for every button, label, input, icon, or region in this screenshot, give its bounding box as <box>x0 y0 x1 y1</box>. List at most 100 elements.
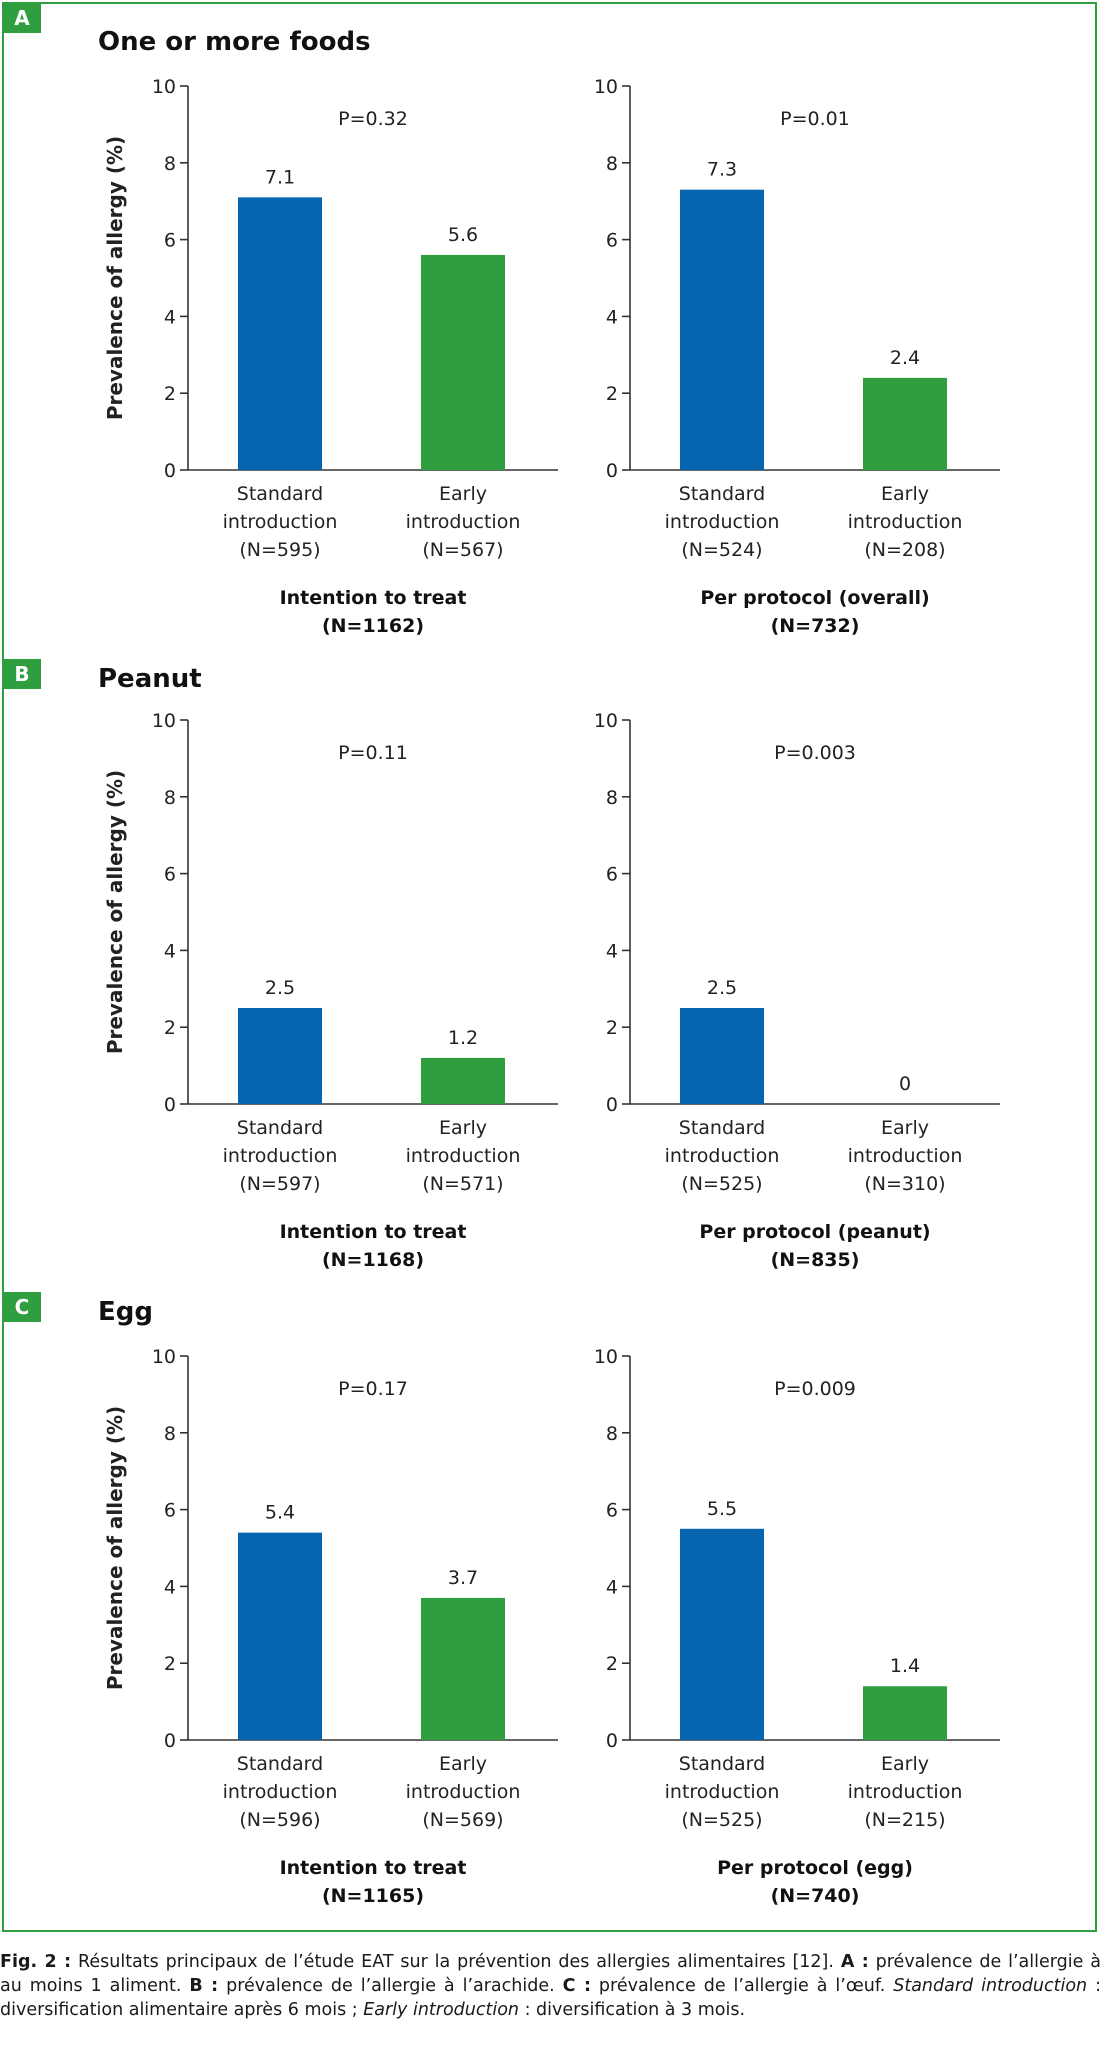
bar-standard <box>680 1008 764 1104</box>
category-label: Standard <box>237 1753 323 1775</box>
category-label: introduction <box>223 511 338 533</box>
y-tick-label: 4 <box>164 940 176 962</box>
y-tick-label: 8 <box>164 153 176 175</box>
category-label: introduction <box>223 1781 338 1803</box>
caption-a-label: A : <box>840 1952 869 1972</box>
bar-value-label: 7.3 <box>707 159 737 181</box>
y-tick-label: 8 <box>606 1423 618 1445</box>
category-label: Standard <box>679 1753 765 1775</box>
category-label: Early <box>881 483 929 505</box>
panel-letter-c: C <box>3 1292 41 1322</box>
category-label: introduction <box>406 1781 521 1803</box>
group-n-label: (N=1165) <box>322 1885 424 1907</box>
category-label: introduction <box>665 511 780 533</box>
y-tick-label: 2 <box>606 1017 618 1039</box>
p-value-label: P=0.17 <box>338 1378 408 1400</box>
caption-early-text: : diversification à 3 mois. <box>519 2000 746 2020</box>
bar-value-label: 1.2 <box>448 1027 478 1049</box>
category-label: introduction <box>848 511 963 533</box>
y-tick-label: 4 <box>606 940 618 962</box>
category-label: introduction <box>406 1145 521 1167</box>
category-label: (N=215) <box>864 1809 945 1831</box>
bar-value-label: 3.7 <box>448 1567 478 1589</box>
category-label: Early <box>881 1117 929 1139</box>
bar-value-label: 1.4 <box>890 1655 920 1677</box>
p-value-label: P=0.11 <box>338 742 408 764</box>
y-tick-label: 6 <box>164 1500 176 1522</box>
bar-early <box>421 254 505 470</box>
bar-early <box>421 1057 505 1104</box>
group-n-label: (N=740) <box>771 1885 860 1907</box>
category-label: (N=569) <box>422 1809 503 1831</box>
bar-early <box>863 377 947 470</box>
group-n-label: (N=1162) <box>322 615 424 637</box>
category-label: (N=596) <box>239 1809 320 1831</box>
bar-value-label: 0 <box>899 1073 911 1095</box>
bar-standard <box>238 1532 322 1740</box>
y-tick-label: 6 <box>164 864 176 886</box>
y-tick-label: 8 <box>606 153 618 175</box>
group-label: Intention to treat <box>280 1221 467 1243</box>
bar-standard <box>238 197 322 471</box>
y-tick-label: 6 <box>606 230 618 252</box>
y-tick-label: 10 <box>152 1346 176 1368</box>
category-label: Standard <box>237 1117 323 1139</box>
category-label: introduction <box>665 1781 780 1803</box>
bar-value-label: 5.6 <box>448 224 478 246</box>
y-tick-label: 10 <box>594 710 618 732</box>
y-tick-label: 0 <box>606 1094 618 1116</box>
category-label: Standard <box>679 1117 765 1139</box>
y-tick-label: 2 <box>606 1653 618 1675</box>
category-label: (N=525) <box>681 1809 762 1831</box>
y-tick-label: 0 <box>606 460 618 482</box>
bar-early <box>421 1597 505 1740</box>
caption-part1: Résultats principaux de l’étude EAT sur … <box>71 1952 841 1972</box>
y-tick-label: 4 <box>164 306 176 328</box>
category-label: Standard <box>237 483 323 505</box>
y-tick-label: 6 <box>606 1500 618 1522</box>
y-tick-label: 10 <box>152 710 176 732</box>
group-label: Per protocol (peanut) <box>699 1221 930 1243</box>
y-tick-label: 8 <box>164 787 176 809</box>
group-label: Per protocol (egg) <box>717 1857 913 1879</box>
panel-title-b: Peanut <box>98 664 202 694</box>
caption-a-text: prévalence de l’allergie à au moins 1 al… <box>0 1952 1101 1996</box>
y-tick-label: 6 <box>606 864 618 886</box>
p-value-label: P=0.003 <box>774 742 856 764</box>
y-tick-label: 6 <box>164 230 176 252</box>
bar-charts: 0 2 4 6 8 10 Prevalence of allergy (%) P=0.32 7.… <box>103 76 1000 1907</box>
y-tick-label: 8 <box>606 787 618 809</box>
figure-frame <box>2 2 1097 1932</box>
y-tick-label: 2 <box>164 383 176 405</box>
bar-standard <box>238 1008 322 1104</box>
panel-title-a: One or more foods <box>98 27 371 57</box>
y-tick-label: 0 <box>164 1094 176 1116</box>
category-label: (N=567) <box>422 539 503 561</box>
panel-letter-b: B <box>3 659 41 689</box>
y-tick-label: 10 <box>594 1346 618 1368</box>
bar-value-label: 7.1 <box>265 166 295 188</box>
bar-value-label: 5.5 <box>707 1498 737 1520</box>
y-tick-label: 2 <box>606 383 618 405</box>
y-tick-label: 2 <box>164 1653 176 1675</box>
y-tick-label: 0 <box>164 460 176 482</box>
y-tick-label: 4 <box>164 1576 176 1598</box>
category-label: Early <box>881 1753 929 1775</box>
category-label: introduction <box>665 1145 780 1167</box>
category-label: introduction <box>848 1781 963 1803</box>
bar-value-label: 2.5 <box>707 977 737 999</box>
bar-value-label: 2.5 <box>265 977 295 999</box>
y-axis-label: Prevalence of allergy (%) <box>103 770 127 1054</box>
caption-b-text: prévalence de l’allergie à l’arachide. <box>218 1976 563 1996</box>
category-label: (N=595) <box>239 539 320 561</box>
p-value-label: P=0.01 <box>780 108 850 130</box>
y-tick-label: 2 <box>164 1017 176 1039</box>
category-label: (N=524) <box>681 539 762 561</box>
caption-fig-label: Fig. 2 : <box>0 1952 72 1972</box>
bar-value-label: 5.4 <box>265 1502 295 1524</box>
group-label: Intention to treat <box>280 587 467 609</box>
group-label: Per protocol (overall) <box>700 587 929 609</box>
p-value-label: P=0.009 <box>774 1378 856 1400</box>
group-n-label: (N=732) <box>771 615 860 637</box>
category-label: (N=208) <box>864 539 945 561</box>
